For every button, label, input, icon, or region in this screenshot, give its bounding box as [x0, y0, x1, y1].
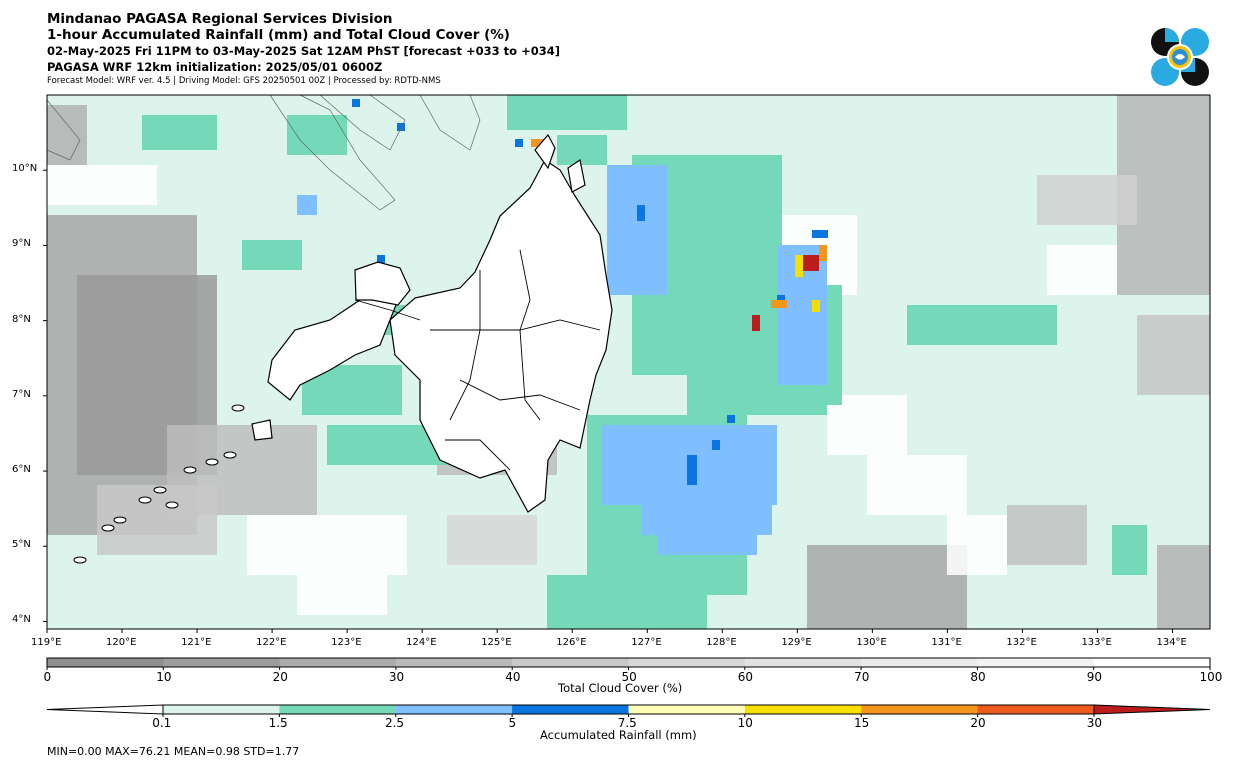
lat-tick-label: 7°N: [12, 388, 31, 400]
cloud-colorbar-segment: [512, 658, 629, 667]
cloud-colorbar-segment: [395, 658, 513, 667]
cloud-tick-label: 40: [505, 670, 521, 684]
lon-tick-label: 120°E: [106, 637, 137, 648]
coastline-outlines: [46, 94, 613, 564]
rain-colorbar-segment: [744, 705, 862, 714]
cloud-colorbar-segment: [744, 658, 862, 667]
rain-tick-label: 2.5: [384, 716, 405, 730]
rain-tick-label: 15: [854, 716, 870, 730]
title-line-1: Mindanao PAGASA Regional Services Divisi…: [47, 11, 393, 27]
rain-colorbar-max-extension: [1093, 704, 1211, 715]
rain-tick-label: 7.5: [617, 716, 637, 730]
lon-tick-label: 131°E: [931, 637, 962, 648]
cloud-tick-label: 50: [621, 670, 637, 684]
rain-colorbar-segment: [395, 705, 513, 714]
lat-tick-label: 5°N: [12, 539, 31, 551]
lon-tick-label: 126°E: [556, 637, 587, 648]
cloud-tick-label: 80: [970, 670, 986, 684]
lat-tick-label: 10°N: [12, 163, 38, 175]
statistics-text: MIN=0.00 MAX=76.21 MEAN=0.98 STD=1.77: [47, 745, 300, 758]
lon-tick-label: 125°E: [481, 637, 512, 648]
rain-tick-label: 5: [508, 716, 517, 730]
cloud-tick-label: 90: [1086, 670, 1102, 684]
lon-tick-label: 130°E: [856, 637, 887, 648]
rain-colorbar-segment: [861, 705, 979, 714]
cloud-colorbar-segment: [163, 658, 281, 667]
lon-tick-label: 124°E: [406, 637, 437, 648]
cloud-tick-label: 70: [854, 670, 870, 684]
lat-tick-label: 4°N: [12, 614, 31, 626]
title-line-4: PAGASA WRF 12km initialization: 2025/05/…: [47, 60, 383, 74]
cloud-tick-label: 30: [388, 670, 405, 684]
lon-tick-label: 132°E: [1006, 637, 1037, 648]
rain-colorbar-segment: [977, 705, 1095, 714]
lon-tick-label: 128°E: [706, 637, 737, 648]
rain-colorbar-segment: [512, 705, 629, 714]
lon-tick-label: 123°E: [331, 637, 362, 648]
cloud-tick-label: 0: [43, 670, 52, 684]
rain-colorbar-segment: [279, 705, 397, 714]
cloud-colorbar-segment: [977, 658, 1095, 667]
cloud-colorbar-segment: [47, 658, 164, 667]
rain-tick-label: 10: [737, 716, 753, 730]
rain-colorbar-segment: [163, 705, 280, 714]
rain-tick-label: 0.1: [152, 716, 172, 730]
rainfall-colorbar: [46, 704, 1211, 717]
lon-tick-label: 122°E: [256, 637, 287, 648]
cloud-cover-label: Total Cloud Cover (%): [558, 681, 683, 695]
lat-tick-label: 8°N: [12, 313, 31, 325]
lon-tick-label: 129°E: [781, 637, 812, 648]
cloud-colorbar-segment: [279, 658, 397, 667]
cloud-tick-label: 60: [737, 670, 754, 684]
title-line-3: 02-May-2025 Fri 11PM to 03-May-2025 Sat …: [47, 44, 560, 58]
lon-tick-label: 121°E: [181, 637, 212, 648]
map-plot-area: [47, 95, 1210, 629]
rain-colorbar-segment: [628, 705, 746, 714]
lat-tick-label: 9°N: [12, 238, 31, 250]
title-line-5: Forecast Model: WRF ver. 4.5 | Driving M…: [47, 76, 441, 86]
cloud-cover-colorbar: [46, 657, 1211, 670]
lon-tick-label: 119°E: [31, 637, 62, 648]
rain-colorbar-min-extension: [46, 704, 164, 715]
rainfall-label: Accumulated Rainfall (mm): [540, 728, 697, 742]
rain-tick-label: 20: [970, 716, 986, 730]
title-line-2: 1-hour Accumulated Rainfall (mm) and Tot…: [47, 27, 510, 43]
cloud-tick-label: 100: [1199, 670, 1223, 684]
lat-tick-label: 6°N: [12, 464, 31, 476]
cloud-tick-label: 20: [272, 670, 288, 684]
rain-tick-label: 1.5: [268, 716, 288, 730]
lon-tick-label: 127°E: [631, 637, 662, 648]
pagasa-logo-icon: [1151, 28, 1209, 86]
lon-tick-label: 133°E: [1081, 637, 1112, 648]
cloud-colorbar-segment: [628, 658, 746, 667]
cloud-colorbar-segment: [1093, 658, 1211, 667]
cloud-tick-label: 10: [156, 670, 172, 684]
cloud-colorbar-segment: [861, 658, 978, 667]
rain-tick-label: 30: [1086, 716, 1103, 730]
lon-tick-label: 134°E: [1156, 637, 1187, 648]
